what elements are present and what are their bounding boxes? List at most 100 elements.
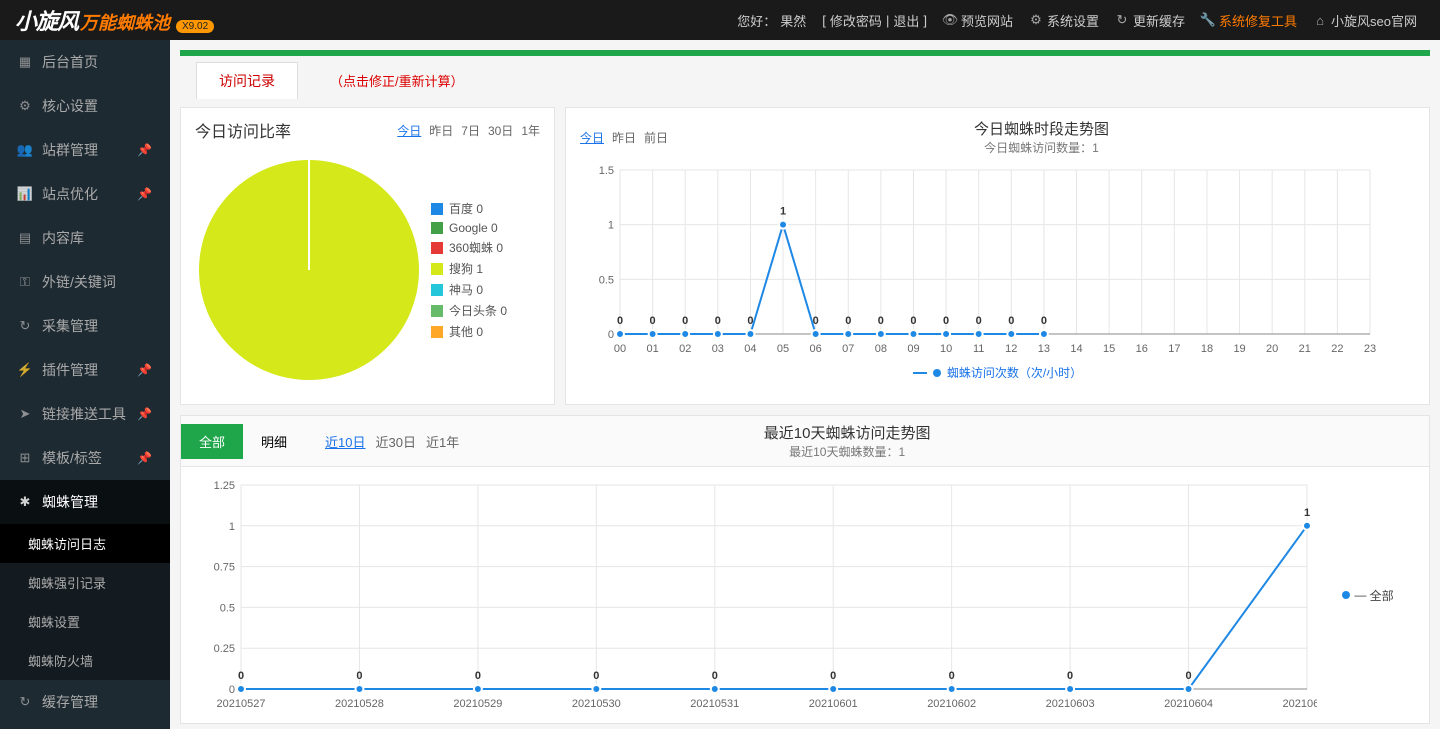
svg-text:04: 04 [744, 343, 756, 355]
pin-icon: 📌 [137, 187, 152, 201]
hourly-legend: 蜘蛛访问次数（次/小时） [580, 360, 1415, 385]
svg-text:1: 1 [608, 220, 614, 232]
legend-搜狗[interactable]: 搜狗 1 [431, 258, 507, 279]
svg-text:02: 02 [679, 343, 691, 355]
legend-360蜘蛛[interactable]: 360蜘蛛 0 [431, 237, 507, 258]
bars-icon: 📊 [18, 187, 32, 201]
svg-text:0: 0 [617, 315, 623, 327]
pin-icon: 📌 [137, 451, 152, 465]
svg-text:07: 07 [842, 343, 854, 355]
tab-access-log[interactable]: 访问记录 [196, 62, 298, 99]
legend-Google[interactable]: Google 0 [431, 219, 507, 237]
refresh-icon: ↻ [18, 319, 32, 333]
bottom-tab-明细[interactable]: 明细 [243, 424, 305, 459]
daily-chart: 00.250.50.7511.2520210527202105282021052… [197, 475, 1317, 715]
svg-text:16: 16 [1136, 343, 1148, 355]
svg-text:0.5: 0.5 [599, 274, 614, 286]
sidebar-item-链接推送工具[interactable]: ➤链接推送工具📌 [0, 392, 170, 436]
sidebar-item-外链/关键词[interactable]: ⚿外链/关键词 [0, 260, 170, 304]
pie-range-links: 今日昨日 7日 30日 1年 [397, 122, 540, 139]
svg-text:1.5: 1.5 [599, 165, 614, 177]
sidebar-sub-蜘蛛防火墙[interactable]: 蜘蛛防火墙 [0, 641, 170, 680]
svg-text:20210605: 20210605 [1283, 698, 1317, 710]
bug-icon: ✱ [18, 495, 32, 509]
bottom-tab-全部[interactable]: 全部 [181, 424, 243, 459]
svg-text:20210529: 20210529 [453, 698, 502, 710]
range-link-今日[interactable]: 今日 [580, 129, 604, 146]
sidebar-item-站点优化[interactable]: 📊站点优化📌 [0, 172, 170, 216]
home-icon: ⌂ [1313, 13, 1327, 27]
legend-百度[interactable]: 百度 0 [431, 198, 507, 219]
refresh-icon: ↻ [18, 695, 32, 709]
svg-text:0: 0 [976, 315, 982, 327]
logout-link[interactable]: 退出 [893, 11, 919, 30]
legend-今日头条[interactable]: 今日头条 0 [431, 300, 507, 321]
sidebar-item-插件管理[interactable]: ⚡插件管理📌 [0, 348, 170, 392]
gear-icon: ⚙ [18, 99, 32, 113]
svg-text:05: 05 [777, 343, 789, 355]
svg-text:0.75: 0.75 [214, 562, 235, 574]
range-link-昨日[interactable]: 昨日 [429, 122, 453, 139]
sidebar-sub-蜘蛛强引记录[interactable]: 蜘蛛强引记录 [0, 563, 170, 602]
sites-icon: 👥 [18, 143, 32, 157]
legend-其他[interactable]: 其他 0 [431, 321, 507, 342]
legend-神马[interactable]: 神马 0 [431, 279, 507, 300]
svg-text:0: 0 [238, 670, 244, 682]
sidebar-item-cache[interactable]: ↻ 缓存管理 [0, 680, 170, 724]
range-link-近10日[interactable]: 近10日 [325, 432, 365, 451]
sidebar-item-内容库[interactable]: ▤内容库 [0, 216, 170, 260]
accent-bar [180, 50, 1430, 56]
svg-text:00: 00 [614, 343, 626, 355]
sidebar-item-后台首页[interactable]: ▦后台首页 [0, 40, 170, 84]
svg-text:0: 0 [1008, 315, 1014, 327]
eye-icon: 👁 [943, 13, 957, 27]
hourly-subtitle: 今日蜘蛛访问数量：1 [855, 139, 1228, 156]
change-password-link[interactable]: 修改密码 [830, 11, 882, 30]
svg-text:0: 0 [608, 329, 614, 341]
svg-text:0: 0 [356, 670, 362, 682]
sidebar-item-模板/标签[interactable]: ⊞模板/标签📌 [0, 436, 170, 480]
sidebar-item-核心设置[interactable]: ⚙核心设置 [0, 84, 170, 128]
pin-icon: 📌 [137, 363, 152, 377]
daily-panel: 全部明细 近10日近30日近1年 最近10天蜘蛛访问走势图 最近10天蜘蛛数量：… [180, 415, 1430, 724]
logo: 小旋风 万能蜘蛛池 X9.02 [15, 4, 214, 36]
sidebar-item-站群管理[interactable]: 👥站群管理📌 [0, 128, 170, 172]
svg-text:0.5: 0.5 [220, 602, 235, 614]
greeting: 您好：果然 [729, 11, 814, 30]
svg-text:15: 15 [1103, 343, 1115, 355]
hourly-panel: 今日昨日前日 今日蜘蛛时段走势图 今日蜘蛛访问数量：1 00.511.50001… [565, 107, 1430, 405]
svg-text:20210602: 20210602 [927, 698, 976, 710]
range-link-1年[interactable]: 1年 [521, 122, 540, 139]
range-link-前日[interactable]: 前日 [644, 129, 668, 146]
svg-text:0: 0 [878, 315, 884, 327]
tab-note[interactable]: （点击修正/重新计算） [322, 71, 464, 90]
range-link-近1年[interactable]: 近1年 [426, 432, 459, 451]
topbar-小旋风seo官网[interactable]: ⌂小旋风seo官网 [1305, 11, 1425, 30]
svg-text:20210531: 20210531 [690, 698, 739, 710]
range-link-近30日[interactable]: 近30日 [376, 432, 416, 451]
range-link-今日[interactable]: 今日 [397, 122, 421, 139]
wrench-icon: 🔧 [1201, 13, 1215, 27]
topbar-系统设置[interactable]: ⚙系统设置 [1021, 11, 1107, 30]
topbar-预览网站[interactable]: 👁预览网站 [935, 11, 1021, 30]
tabbar: 访问记录 （点击修正/重新计算） [180, 62, 1430, 99]
sidebar-sub-蜘蛛设置[interactable]: 蜘蛛设置 [0, 602, 170, 641]
svg-text:20210530: 20210530 [572, 698, 621, 710]
daily-title: 最近10天蜘蛛访问走势图 [653, 422, 1041, 443]
svg-text:20210527: 20210527 [217, 698, 266, 710]
sidebar-item-蜘蛛管理[interactable]: ✱蜘蛛管理 [0, 480, 170, 524]
range-link-30日[interactable]: 30日 [488, 122, 513, 139]
range-link-昨日[interactable]: 昨日 [612, 129, 636, 146]
main-content: 访问记录 （点击修正/重新计算） 今日访问比率 今日昨日7日30日1年 百度 0… [170, 40, 1440, 729]
sidebar-item-采集管理[interactable]: ↻采集管理 [0, 304, 170, 348]
svg-text:1.25: 1.25 [214, 480, 235, 492]
topbar-系统修复工具[interactable]: 🔧系统修复工具 [1193, 11, 1305, 30]
svg-text:0: 0 [943, 315, 949, 327]
daily-range-links: 近10日近30日近1年 [305, 432, 459, 451]
range-link-7日[interactable]: 7日 [461, 122, 480, 139]
sidebar-sub-蜘蛛访问日志[interactable]: 蜘蛛访问日志 [0, 524, 170, 563]
pie-legend: 百度 0Google 0360蜘蛛 0搜狗 1神马 0今日头条 0其他 0 [431, 198, 507, 342]
svg-text:0: 0 [1067, 670, 1073, 682]
topbar-更新缓存[interactable]: ↻更新缓存 [1107, 11, 1193, 30]
account-links: [ 修改密码 | 退出 ] [814, 11, 935, 30]
